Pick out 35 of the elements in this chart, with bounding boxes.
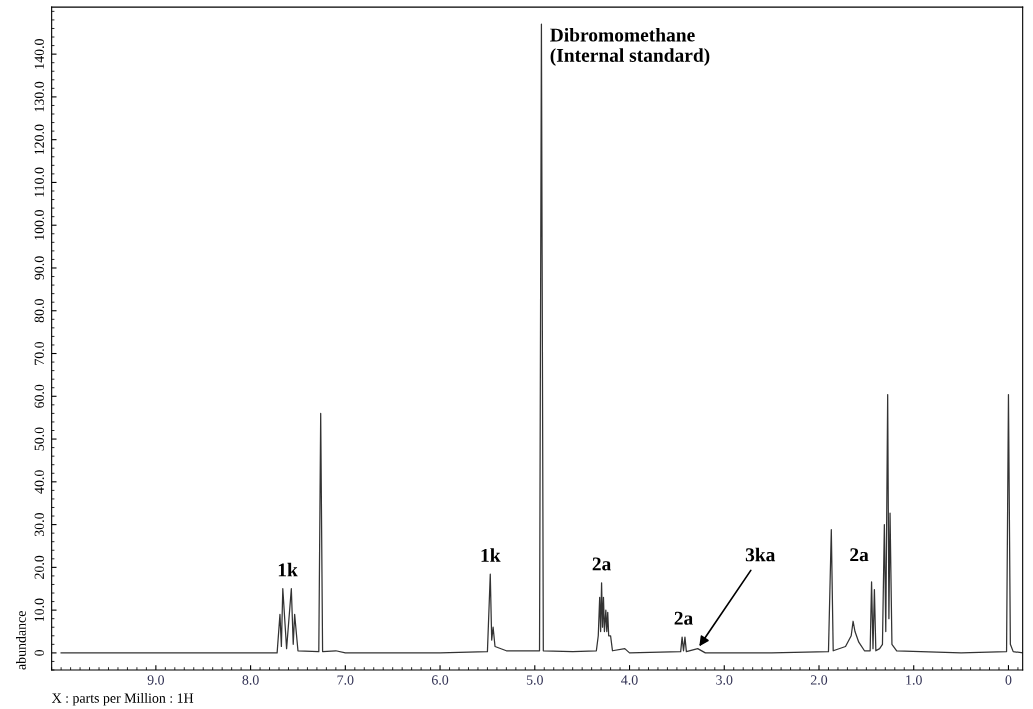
x-tick-label: 8.0	[242, 675, 259, 685]
y-tick-label: 20.0	[34, 555, 45, 579]
annotation: 2a	[850, 548, 869, 562]
y-tick-label: 70.0	[34, 341, 45, 365]
y-axis-title: abundance	[16, 611, 26, 670]
annotation: 2a	[674, 611, 693, 625]
annotation: 1k	[481, 548, 501, 562]
x-tick-label: 1.0	[906, 675, 922, 685]
x-tick-label: 9.0	[147, 675, 165, 685]
x-tick-label: 5.0	[526, 675, 543, 685]
line-series	[60, 23, 1023, 654]
annotation: 2a	[592, 557, 612, 571]
x-axis-title: X : parts per Million : 1H	[51, 693, 194, 706]
x-tick-label: 3.0	[716, 675, 733, 685]
annotation: 3ka	[745, 547, 776, 562]
x-tick-label: 0	[1005, 675, 1012, 685]
y-tick-label: 140.0	[34, 39, 45, 69]
y-tick-label: 80.0	[34, 299, 45, 323]
y-tick-label: 100.0	[34, 210, 45, 240]
y-tick-label: 120.0	[34, 124, 45, 155]
y-tick-label: 60.0	[34, 384, 45, 408]
y-tick-label: 0	[34, 649, 44, 656]
x-tick-label: 2.0	[810, 675, 828, 685]
x-tick-label: 6.0	[431, 675, 449, 685]
y-tick-label: 90.0	[34, 256, 45, 280]
y-tick-label: 50.0	[34, 427, 45, 451]
y-tick-label: 130.0	[34, 81, 45, 112]
y-tick-label: 10.0	[34, 598, 45, 622]
annotation: 1k	[278, 562, 298, 577]
x-tick-label: 7.0	[337, 675, 354, 685]
x-tick-label: 4.0	[621, 675, 638, 685]
y-tick-label: 110.0	[34, 167, 45, 197]
y-tick-label: 30.0	[34, 512, 45, 537]
annotation: Dibromomethane (Internal standard)	[550, 27, 710, 66]
y-tick-label: 40.0	[34, 470, 45, 494]
